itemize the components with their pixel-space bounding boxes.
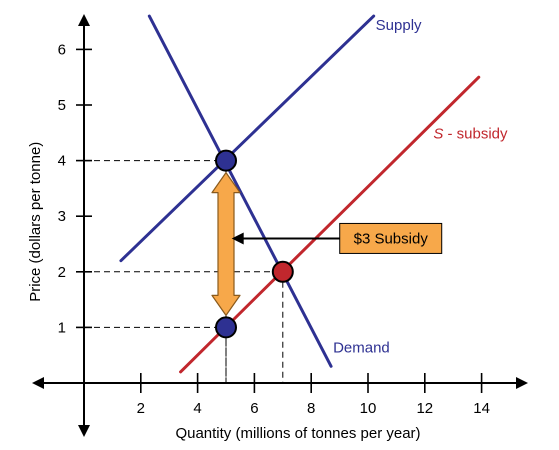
points-layer (215, 149, 294, 339)
y-tick-label: 3 (58, 208, 66, 225)
x-tick-label: 6 (250, 400, 258, 417)
ticks-layer (76, 48, 483, 393)
equilibrium-point (271, 260, 294, 283)
x-tick-label: 2 (137, 400, 145, 417)
x-axis-arrowhead-left (32, 377, 44, 389)
series-label-text: Supply (376, 17, 422, 34)
y-tick-label: 6 (58, 41, 66, 58)
series-label-text: - subsidy (443, 125, 508, 142)
y-axis-arrowhead-bottom (78, 425, 90, 437)
y-tick-label: 1 (58, 319, 66, 336)
x-tick-label: 12 (416, 400, 433, 417)
annotation-layer: $3 Subsidy (231, 222, 443, 254)
series-line-demand (147, 14, 333, 368)
axes-layer (32, 14, 528, 437)
annotation-text: $3 Subsidy (354, 230, 429, 247)
curves-layer (119, 14, 481, 374)
series-label-s-subsidy: S - subsidy (433, 125, 508, 142)
x-tick-label: 8 (307, 400, 315, 417)
y-tick-label: 2 (58, 264, 66, 281)
x-tick-label: 4 (193, 400, 201, 417)
subsidy-double-arrow (211, 172, 241, 316)
x-tick-label: 14 (473, 400, 490, 417)
annotation-pointer-arrowhead (231, 232, 244, 245)
series-label-text: Demand (333, 339, 390, 356)
y-tick-label: 5 (58, 97, 66, 114)
annotation-box (339, 222, 443, 254)
series-label-prefix: S (433, 125, 443, 142)
series-label-supply: Supply (376, 17, 422, 34)
equilibrium-point (215, 316, 237, 339)
x-axis-arrowhead-right (516, 377, 528, 389)
y-axis-arrowhead-top (78, 14, 90, 26)
subsidy-arrow-layer (211, 172, 241, 316)
series-line-supply (119, 14, 376, 263)
y-axis-title: Price (dollars per tonne) (27, 142, 44, 302)
x-axis-title: Quantity (millions of tonnes per year) (175, 425, 420, 442)
y-tick-label: 4 (58, 153, 66, 170)
x-tick-label: 10 (360, 400, 377, 417)
series-label-demand: Demand (333, 339, 390, 356)
guides-layer (84, 160, 284, 383)
equilibrium-point (215, 149, 237, 172)
